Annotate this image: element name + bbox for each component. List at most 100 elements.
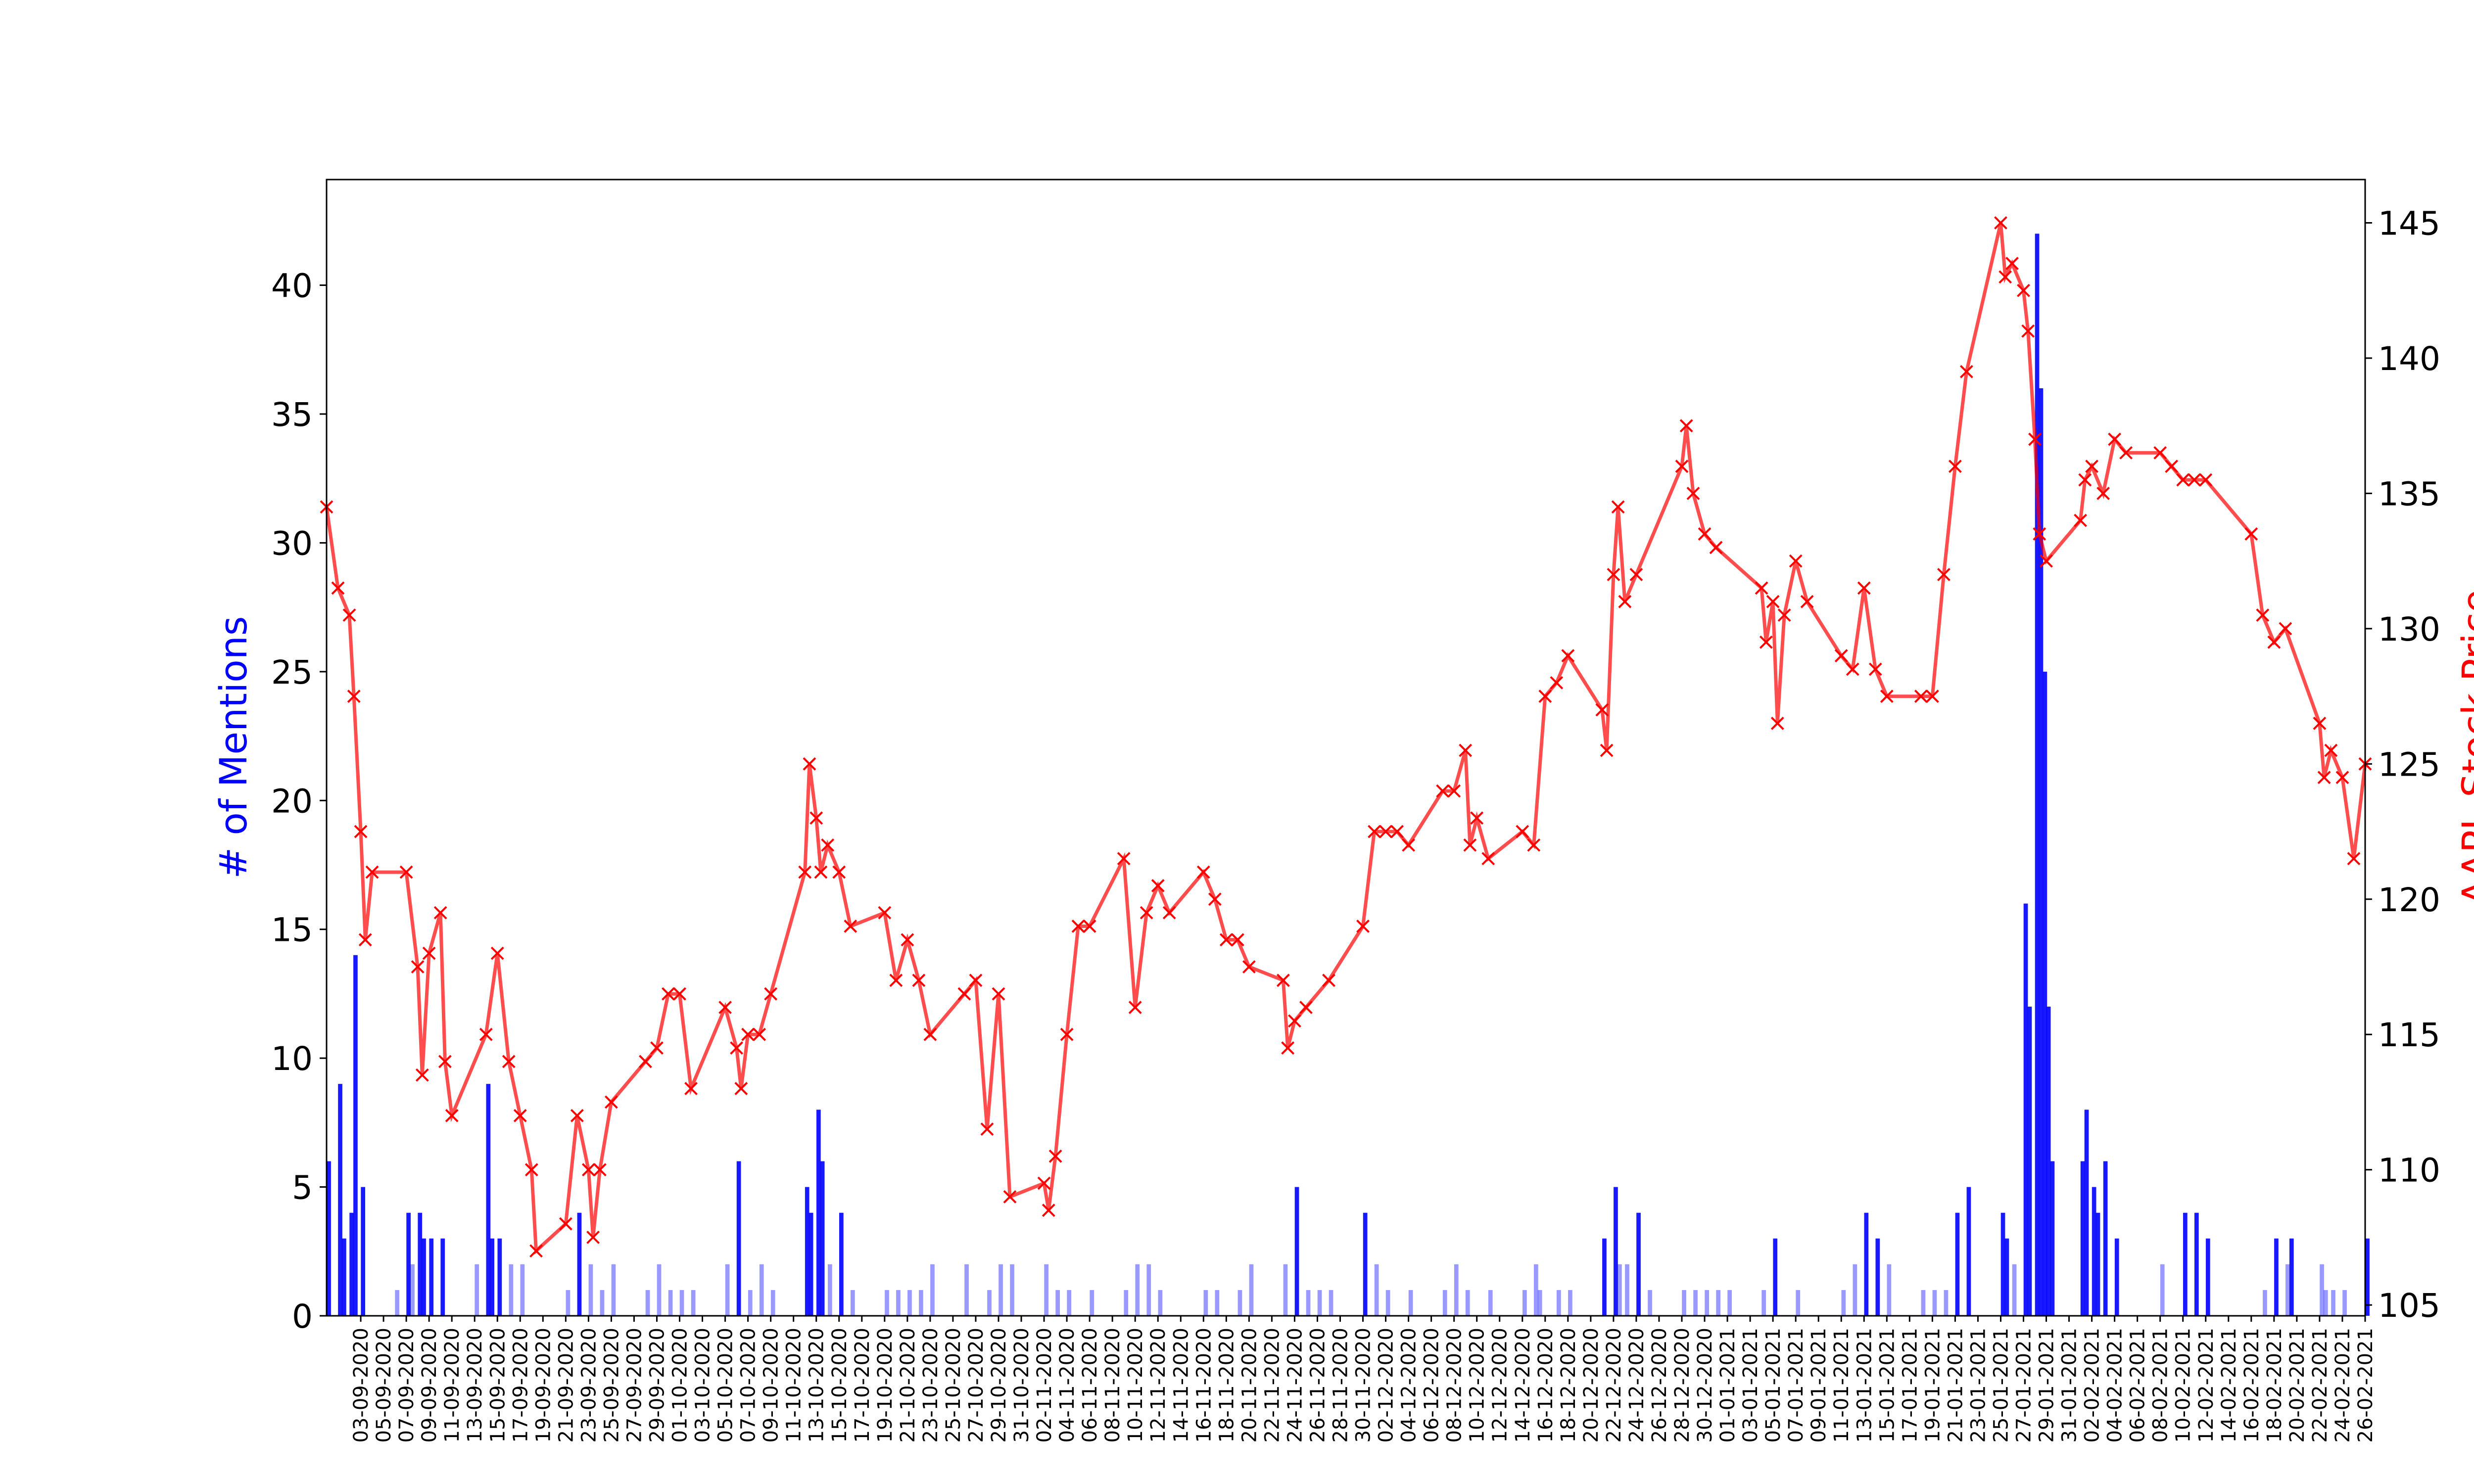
x-tick-label: 10-11-2020 — [1124, 1328, 1147, 1442]
price-marker — [1959, 365, 1973, 378]
mention-bar — [2080, 1161, 2085, 1316]
x-tick-label: 31-01-2021 — [2058, 1328, 2081, 1442]
mention-bar — [691, 1290, 696, 1316]
mention-bar — [2004, 1238, 2009, 1316]
price-marker — [1857, 581, 1871, 595]
price-marker — [365, 865, 379, 879]
price-marker — [878, 906, 892, 920]
mention-bar — [2023, 903, 2028, 1316]
price-marker — [1162, 906, 1176, 920]
mention-bar — [475, 1264, 479, 1316]
x-tick-label: 08-12-2020 — [1443, 1328, 1466, 1442]
x-tick-label: 14-11-2020 — [1170, 1328, 1192, 1442]
mention-bar — [2342, 1290, 2347, 1316]
price-marker — [354, 825, 368, 838]
price-marker — [1607, 568, 1620, 581]
mention-bar — [919, 1290, 923, 1316]
mention-bar — [2114, 1238, 2119, 1316]
mention-bar — [1921, 1290, 1926, 1316]
x-tick-label: 29-09-2020 — [646, 1328, 669, 1442]
right-tick-label: 135 — [2378, 475, 2440, 513]
mention-bar — [1537, 1290, 1542, 1316]
mention-bar — [2160, 1264, 2165, 1316]
price-marker — [342, 608, 356, 622]
mention-bar — [338, 1084, 342, 1316]
mention-bar — [816, 1110, 821, 1316]
price-marker — [1231, 933, 1244, 947]
mention-bar — [2285, 1264, 2290, 1316]
mention-bar — [820, 1161, 825, 1316]
price-marker — [980, 1122, 994, 1136]
price-marker — [513, 1109, 527, 1122]
mention-bar — [1306, 1290, 1311, 1316]
price-marker — [957, 987, 971, 1001]
mention-bar — [1625, 1264, 1629, 1316]
price-marker — [1527, 838, 1541, 852]
price-marker — [1071, 920, 1085, 933]
price-marker — [1128, 1001, 1142, 1014]
mention-bar — [588, 1264, 593, 1316]
x-tick-label: 21-01-2021 — [1944, 1328, 1967, 1442]
x-tick-label: 12-12-2020 — [1489, 1328, 1512, 1442]
price-marker — [730, 1041, 744, 1055]
price-markers — [320, 216, 2372, 1258]
x-tick-label: 09-09-2020 — [418, 1328, 441, 1442]
mention-bar — [1488, 1290, 1493, 1316]
price-marker — [2188, 473, 2201, 487]
mention-bar — [1124, 1290, 1129, 1316]
x-tick-label: 21-10-2020 — [897, 1328, 919, 1442]
price-marker — [438, 1055, 452, 1068]
price-marker — [1037, 1176, 1051, 1190]
mention-bar — [440, 1238, 445, 1316]
price-marker — [741, 1027, 755, 1041]
mention-bar — [1887, 1264, 1892, 1316]
price-marker — [2017, 283, 2030, 297]
price-marker — [803, 757, 816, 771]
mention-bar — [1158, 1290, 1163, 1316]
x-tick-label: 03-10-2020 — [692, 1328, 714, 1442]
x-tick-label: 06-12-2020 — [1421, 1328, 1443, 1442]
right-tick-label: 145 — [2378, 205, 2440, 243]
mention-bar — [509, 1264, 514, 1316]
price-marker — [399, 865, 413, 879]
price-marker — [1516, 825, 1529, 838]
mention-bar — [770, 1290, 775, 1316]
price-marker — [1770, 716, 1784, 730]
mention-bar — [2095, 1212, 2100, 1316]
price-marker — [1611, 500, 1625, 514]
mention-bar — [2027, 1007, 2032, 1316]
x-tick-label: 15-01-2021 — [1876, 1328, 1899, 1442]
x-tick-label: 10-12-2020 — [1466, 1328, 1489, 1442]
right-tick-label: 110 — [2378, 1152, 2440, 1190]
x-tick-label: 08-11-2020 — [1101, 1328, 1124, 1442]
x-tick-label: 14-12-2020 — [1512, 1328, 1534, 1442]
price-marker — [2085, 460, 2099, 473]
x-tick-label: 04-12-2020 — [1398, 1328, 1421, 1442]
price-marker — [422, 946, 436, 960]
x-tick-label: 26-12-2020 — [1648, 1328, 1671, 1442]
x-tick-label: 11-10-2020 — [783, 1328, 806, 1442]
mention-bar — [1761, 1290, 1766, 1316]
mention-bar — [1944, 1290, 1949, 1316]
x-tick-label: 20-02-2021 — [2286, 1328, 2309, 1442]
price-marker — [1709, 541, 1723, 555]
x-tick-label: 02-12-2020 — [1375, 1328, 1398, 1442]
price-marker — [923, 1027, 937, 1041]
price-marker — [821, 838, 835, 852]
x-tick-label: 16-02-2021 — [2240, 1328, 2263, 1442]
right-tick-label: 130 — [2378, 610, 2440, 649]
price-marker — [1390, 825, 1404, 838]
mention-bar — [1203, 1290, 1208, 1316]
mention-bar — [657, 1264, 662, 1316]
x-tick-label: 05-01-2021 — [1762, 1328, 1785, 1442]
price-marker — [814, 865, 828, 879]
mention-bar — [805, 1187, 809, 1316]
x-tick-label: 22-02-2021 — [2309, 1328, 2331, 1442]
x-tick-label: 04-11-2020 — [1056, 1328, 1079, 1442]
price-marker — [1151, 879, 1165, 892]
x-tick-label: 19-01-2021 — [1921, 1328, 1944, 1442]
x-axis: 03-09-2020 05-09-2020 07-09-2020 09-09-2020… — [350, 1316, 2377, 1442]
mention-bar — [1010, 1264, 1014, 1316]
x-tick-label: 21-09-2020 — [555, 1328, 577, 1442]
x-tick-label: 25-09-2020 — [600, 1328, 623, 1442]
